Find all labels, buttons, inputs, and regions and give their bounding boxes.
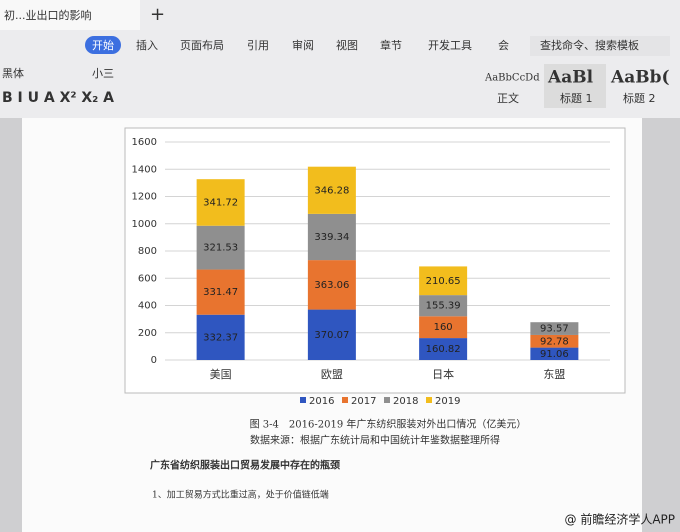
data-label: 341.72	[203, 197, 238, 208]
data-label: 331.47	[203, 287, 238, 298]
menu-item[interactable]: 审阅	[292, 38, 314, 52]
x-tick-label: 日本	[432, 367, 454, 381]
style-preview[interactable]: AaBl	[547, 68, 594, 88]
search-box[interactable]	[530, 36, 670, 56]
legend-swatch	[426, 397, 432, 403]
data-label: 363.06	[314, 280, 349, 291]
legend-label: 2019	[435, 396, 460, 407]
bar-segment	[530, 322, 579, 335]
bar-segment	[307, 309, 356, 360]
y-tick-label: 1200	[132, 192, 157, 203]
x-tick-label: 欧盟	[321, 368, 343, 381]
data-label: 210.65	[426, 276, 461, 287]
x-tick-label: 美国	[210, 368, 232, 381]
style-name[interactable]: 标题 1	[560, 91, 593, 105]
legend-label: 2016	[309, 396, 334, 407]
bar-segment	[419, 338, 468, 360]
data-label: 321.53	[203, 243, 238, 254]
search[interactable]: 查找命令、搜索模板	[540, 38, 639, 52]
menu-item[interactable]: 章节	[380, 38, 402, 52]
menu-item[interactable]: 视图	[336, 38, 358, 52]
y-tick-label: 1000	[132, 219, 157, 230]
new-tab[interactable]: +	[150, 4, 165, 25]
y-tick-label: 600	[138, 273, 157, 284]
legend-swatch	[342, 397, 348, 403]
data-label: 370.07	[314, 330, 349, 341]
menu-item[interactable]: 会	[498, 39, 509, 52]
y-tick-label: 1600	[132, 137, 157, 148]
bar-segment	[419, 266, 468, 296]
style-preview[interactable]: AaBbCcDd	[484, 73, 540, 84]
bar-segment	[530, 334, 579, 348]
style-selected[interactable]	[544, 64, 606, 108]
format-icons[interactable]: B I U A X² X₂ A	[2, 90, 114, 106]
menu-item[interactable]: 插入	[136, 38, 158, 52]
font-name[interactable]: 黑体	[2, 66, 24, 80]
bar-segment	[196, 269, 245, 315]
legend-swatch	[300, 397, 306, 403]
legend-label: 2017	[351, 396, 376, 407]
font-size[interactable]: 小三	[92, 67, 114, 80]
heading: 广东省纺织服装出口贸易发展中存在的瓶颈	[150, 459, 340, 472]
tab[interactable]	[0, 0, 140, 30]
bar-segment	[196, 179, 245, 226]
data-label: 339.34	[314, 232, 349, 243]
y-tick-label: 1400	[132, 164, 157, 175]
data-label: 91.06	[540, 349, 569, 360]
data-label: 346.28	[314, 185, 349, 196]
bar-segment	[307, 166, 356, 214]
bar-segment	[196, 225, 245, 270]
menu-item[interactable]: 页面布局	[180, 39, 224, 52]
y-tick-label: 0	[151, 355, 157, 366]
bar-segment	[419, 316, 468, 339]
bar-segment	[419, 295, 468, 317]
paragraph: 1、加工贸易方式比重过高，处于价值链低端	[152, 489, 329, 501]
source: 数据来源：根据广东统计局和中国统计年鉴数据整理所得	[250, 434, 500, 447]
tab-title[interactable]: 初...业出口的影响	[4, 8, 92, 22]
legend-label: 2018	[393, 396, 418, 407]
menu-item[interactable]: 引用	[247, 38, 269, 52]
bar-segment	[307, 260, 356, 310]
x-tick-label: 东盟	[543, 368, 565, 381]
active-menu[interactable]	[85, 36, 121, 54]
y-tick-label: 400	[138, 301, 157, 312]
bar-segment	[196, 314, 245, 360]
data-label: 93.57	[540, 324, 569, 335]
data-label: 92.78	[540, 336, 569, 347]
style-preview[interactable]: AaBb(	[610, 68, 670, 88]
data-label: 160	[434, 322, 453, 333]
watermark: @ 前瞻经济学人APP	[565, 512, 676, 527]
style-name[interactable]: 标题 2	[623, 91, 656, 105]
data-label: 332.37	[203, 332, 238, 343]
menu-item[interactable]: 开始	[92, 38, 114, 52]
data-label: 160.82	[426, 344, 461, 355]
caption: 图 3-4 2016-2019 年广东纺织服装对外出口情况（亿美元）	[250, 418, 527, 431]
y-tick-label: 200	[138, 328, 157, 339]
bar-segment	[530, 347, 579, 360]
bar-segment	[307, 213, 356, 261]
menu-item[interactable]: 开发工具	[428, 38, 472, 52]
legend-swatch	[384, 397, 390, 403]
data-label: 155.39	[426, 301, 461, 312]
style-name[interactable]: 正文	[497, 91, 519, 105]
y-tick-label: 800	[138, 246, 157, 257]
